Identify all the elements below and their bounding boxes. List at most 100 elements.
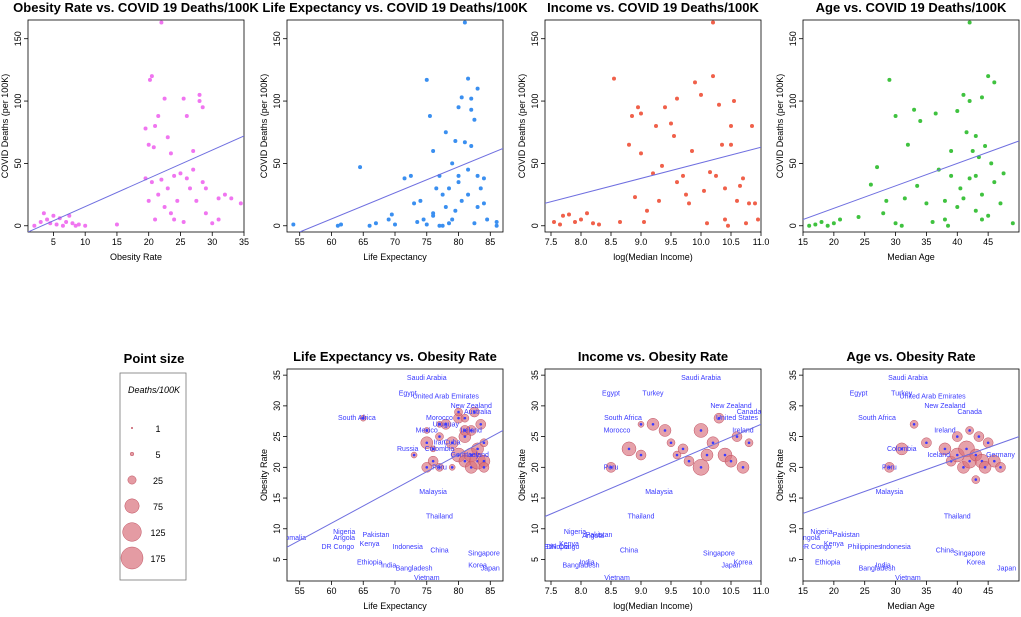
bubble-center xyxy=(438,435,441,438)
data-point xyxy=(750,124,754,128)
data-point xyxy=(905,142,910,147)
x-tick-label: 45 xyxy=(983,237,993,247)
country-label: Kenya xyxy=(559,541,579,548)
data-point xyxy=(669,121,673,126)
data-point xyxy=(881,211,886,216)
bubble-center xyxy=(968,459,971,463)
data-point xyxy=(918,119,923,124)
country-label: Singapore xyxy=(954,550,986,557)
data-point xyxy=(591,221,595,226)
country-label: Angola xyxy=(798,535,820,542)
data-point xyxy=(942,198,947,203)
country-label: Peru xyxy=(432,464,447,471)
plot-frame xyxy=(802,368,1020,582)
y-tick-label: 150 xyxy=(788,31,798,46)
bubble-center xyxy=(675,453,679,457)
data-point xyxy=(440,223,445,228)
country-label: DR Congo xyxy=(547,544,580,551)
country-label: DR Congo xyxy=(799,544,832,551)
country-label: Ethiopia xyxy=(357,560,382,567)
bubble-center xyxy=(457,416,460,420)
data-point xyxy=(60,223,65,228)
y-tick-label: 10 xyxy=(788,524,798,534)
x-tick-label: 8.5 xyxy=(605,237,618,247)
legend-value: 175 xyxy=(150,554,165,564)
country-label: Turkey xyxy=(642,391,664,398)
y-axis-label: COVID Deaths (per 100K) xyxy=(517,74,527,179)
x-tick-label: 30 xyxy=(891,237,901,247)
country-label: Uruguay xyxy=(433,421,460,428)
country-label: Angola xyxy=(333,535,355,542)
bubble-center xyxy=(965,447,968,451)
data-point xyxy=(992,80,997,85)
x-tick-label: 20 xyxy=(829,586,839,596)
country-label: Somalia xyxy=(281,535,306,542)
bubble-center xyxy=(986,441,990,445)
country-label: Malaysia xyxy=(419,489,447,496)
bubble-center xyxy=(639,453,643,457)
data-point xyxy=(427,114,432,119)
regression-line xyxy=(28,135,244,232)
data-point xyxy=(942,217,947,222)
data-point xyxy=(367,223,372,228)
y-tick-label: 30 xyxy=(272,401,282,411)
plot-frame xyxy=(27,19,245,233)
x-tick-label: 85 xyxy=(485,237,495,247)
data-point xyxy=(358,165,363,170)
x-tick-label: 5 xyxy=(51,237,56,247)
country-label: Ireland xyxy=(461,427,483,434)
y-tick-label: 100 xyxy=(272,94,282,109)
data-point xyxy=(732,99,736,104)
data-point xyxy=(450,161,455,166)
plot-area xyxy=(291,20,503,232)
data-point xyxy=(998,201,1003,206)
data-point xyxy=(156,114,161,119)
data-point xyxy=(191,167,196,172)
data-point xyxy=(690,148,694,153)
country-label: Malaysia xyxy=(645,489,673,496)
bubble-center xyxy=(974,453,978,457)
data-point xyxy=(151,145,156,150)
y-axis-label: COVID Deaths (per 100K) xyxy=(775,74,785,179)
data-point xyxy=(456,180,461,185)
y-axis-label: COVID Deaths (per 100K) xyxy=(259,74,269,179)
legend-heading: Point size xyxy=(124,351,185,366)
country-label: Pakistan xyxy=(833,532,860,539)
y-tick-label: 15 xyxy=(788,493,798,503)
y-axis-label: Obesity Rate xyxy=(775,449,785,501)
y-tick-label: 15 xyxy=(530,493,540,503)
legend-value: 1 xyxy=(155,424,160,434)
data-point xyxy=(642,220,646,225)
regression-line xyxy=(545,146,761,204)
data-point xyxy=(657,198,661,203)
bubble-center xyxy=(711,441,715,445)
legend-bubble xyxy=(120,546,144,570)
country-label: Turkey xyxy=(891,391,913,398)
bubble-center xyxy=(463,416,467,420)
data-point xyxy=(146,198,151,203)
country-label: Vietnam xyxy=(895,575,921,582)
bubble-center xyxy=(450,441,454,445)
country-label: Indonesia xyxy=(880,544,910,551)
data-point xyxy=(335,223,340,228)
x-tick-label: 55 xyxy=(295,237,305,247)
country-label: Colombia xyxy=(425,446,455,453)
data-point xyxy=(447,186,451,191)
data-point xyxy=(222,192,227,197)
data-point xyxy=(153,124,158,128)
regression-line xyxy=(287,430,503,548)
data-point xyxy=(630,114,634,119)
country-label: Russia xyxy=(397,446,419,453)
x-axis-label: log(Median Income) xyxy=(613,252,693,262)
y-tick-label: 50 xyxy=(272,158,282,168)
country-label: Ethiopia xyxy=(815,560,840,567)
bubble-center xyxy=(962,466,965,469)
country-label: Thailand xyxy=(944,513,971,520)
data-point xyxy=(291,222,296,227)
legend-subtitle: Deaths/100K xyxy=(128,385,181,395)
plot-area xyxy=(545,20,761,228)
x-axis-label: log(Median Income) xyxy=(613,601,693,611)
data-point xyxy=(675,180,679,185)
bubble-center xyxy=(925,441,928,445)
country-label: South Africa xyxy=(604,415,642,422)
